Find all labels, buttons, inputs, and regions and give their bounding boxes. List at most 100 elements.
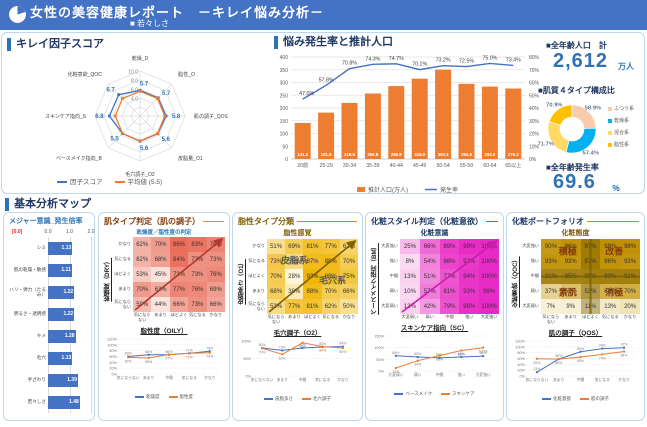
category-label: キメ <box>36 333 46 339</box>
hbar-row: 毛穴 1.13 <box>8 347 90 369</box>
chart-text: 55% <box>145 360 152 364</box>
legend-entry: ベースメイク <box>394 391 432 397</box>
radar-chart-svg: 10.0 8.0 6.0 4.0 5.7 5.7 5.8 5.6 5.6 5.5 6.8 6.7 乾燥_… <box>45 55 229 178</box>
radar-legend: 因子スコア 平均値 (5.5) <box>57 176 162 186</box>
heatmap-cell: 88% <box>321 254 340 269</box>
heatmap-cell: 89% <box>439 239 460 254</box>
legend-marker <box>441 392 451 395</box>
chart-text: 141.2 <box>297 152 308 157</box>
hbar-row: 手ざわり 1.39 <box>8 369 90 391</box>
heatmap-cell: 53% <box>267 299 286 314</box>
col-label: 弱い <box>425 314 434 319</box>
col-label: 大変弱い <box>401 314 419 319</box>
heatmap-cell: 42% <box>419 299 440 314</box>
legend-swatch <box>608 106 612 111</box>
chart-text: 100% <box>515 345 525 349</box>
chart-text: 400 <box>280 55 289 61</box>
matrix-row: 皮脂多さ（O1） かなり 51% 69% 81% 77% 62% 気になる 73% 55% 87% 8… <box>237 239 358 325</box>
heatmap-cell: 62% <box>133 237 152 252</box>
chart-text: 0% <box>379 369 385 373</box>
panel-title: 化粧スタイル判定（化粧意欲） <box>371 217 483 226</box>
chart-text: 20% <box>109 366 117 370</box>
heatmap-grid: 大変強い 25% 66% 89% 99% 100% 強い 8% 54% 86% 92% 100% 中間 1… <box>379 239 499 320</box>
col-label: 大変強い <box>480 314 498 319</box>
heatmap-cell: 13% <box>600 299 621 314</box>
chart-text: かなり <box>618 377 629 382</box>
chart-text: 0% <box>246 374 252 378</box>
chart-text: 40% <box>529 106 540 112</box>
chart-text: 150% <box>374 334 384 338</box>
chart-text: 73% <box>206 354 213 358</box>
chart-text: 294.8 <box>461 152 472 157</box>
heatmap-cell: 100% <box>479 299 499 314</box>
category-label: 毛穴 <box>36 355 46 361</box>
chart-text: 350.3 <box>438 152 449 157</box>
heatmap-cell: 81% <box>439 284 460 299</box>
row-label: 強い <box>530 258 539 264</box>
legend-swatch <box>608 130 612 135</box>
title-rule <box>297 221 357 222</box>
heatmap-cell: 10% <box>400 284 420 299</box>
y-axis-label: 皮脂多さ（O1） <box>238 259 245 305</box>
overall-rate-unit: ％ <box>612 184 620 193</box>
legend-item: 脂性系 <box>608 141 634 148</box>
oily-type-heatmap: 脂性感覚 皮脂多さ（O1） かなり 51% 69% 81% 77% 62% 気になる 73% 55%… <box>237 228 358 402</box>
heatmap-cell: 96% <box>459 299 480 314</box>
legend-label: 混合系 <box>614 130 630 136</box>
chart-text: あまり <box>553 377 564 382</box>
heatmap-cell: 51% <box>267 239 286 254</box>
mini-line-chart-svg: 0% 50% 100% 気にならない あまり 中間 気になる かなり 80% 73% 80% 83% 8… <box>241 339 353 382</box>
value-bar: 1.22 <box>48 285 75 299</box>
pie-chart-icon <box>8 5 27 24</box>
section-title-aging: 悩み発生率と推計人口 <box>274 36 393 49</box>
category-label: 若々しさ <box>27 399 46 405</box>
legend-marker <box>264 397 273 400</box>
matrix-top-label: 化粧意識 <box>420 230 449 237</box>
quadrant-label: 毛穴系 <box>319 275 347 286</box>
chart-text: 45-49 <box>413 163 426 169</box>
heatmap-cell: 45% <box>151 267 170 282</box>
heatmap-cell: 90% <box>541 239 561 254</box>
axis-annotation: [0.0] <box>12 229 23 235</box>
row-label: かなり <box>118 241 131 247</box>
col-label: ほどよく <box>582 314 599 319</box>
chart-text: 8.0 <box>131 79 138 85</box>
legend-marker <box>114 181 125 184</box>
legend-swatch <box>608 142 612 147</box>
chart-text: 57% <box>125 359 132 363</box>
legend-marker <box>135 395 144 398</box>
chart-text: 20% <box>517 368 525 372</box>
legend-marker <box>542 397 551 400</box>
value-bar: 1.22 <box>48 307 75 321</box>
heatmap-cell: 66% <box>419 239 440 254</box>
chart-text: 皮脂量_O1 <box>178 155 203 162</box>
col-label: あまり <box>564 314 577 319</box>
chart-text: 0% <box>520 374 526 378</box>
population-bar <box>364 93 381 159</box>
col-label: 気にならない <box>133 312 151 322</box>
donut-slice <box>548 104 573 126</box>
heatmap-cell: 77% <box>169 282 189 297</box>
chart-text: スキンケア指向_S <box>45 113 87 120</box>
population-bar <box>505 88 522 159</box>
chart-text: 74.7% <box>389 56 404 62</box>
y-axis-label: ベースメイク指向（BM） <box>371 243 378 316</box>
chart-text: 気になる <box>595 377 610 382</box>
panel-skin-type-judgement: 肌タイプ判定（肌の調子） 乾燥度／脂性度の判定 乾燥度（DRY） かなり 62% 70%… <box>98 212 230 421</box>
chart-text: 97% <box>621 342 628 346</box>
chart-text: 5.6 <box>162 137 171 143</box>
chart-text: 13% <box>533 367 540 371</box>
matrix-grid-wrap: かなり 62% 70% 86% 83% 78% 気になる 62% 68% 84% 73% 73% ほどよ… <box>112 237 225 323</box>
chart-text: 74.3% <box>365 56 380 62</box>
legend-entry: 乾燥度 <box>135 394 160 400</box>
donut-slice <box>565 127 597 154</box>
chart-text: 気にならない <box>117 375 140 380</box>
row-label: 気になる <box>114 256 131 262</box>
chart-text: 気にならない <box>251 377 274 382</box>
heatmap-cell: 86% <box>439 254 460 269</box>
panel-major-awareness: メジャー意識_発生倍率 [0.0] 0.0 1.0 2.0 シミ 1.13 肌の乾燥・敏感 1… <box>3 212 95 421</box>
legend-marker <box>168 395 178 398</box>
chart-text: 74% <box>599 356 606 360</box>
x-axis-label: 毛穴調子（O2） <box>273 329 322 337</box>
row-label: 大変強い <box>381 243 398 249</box>
